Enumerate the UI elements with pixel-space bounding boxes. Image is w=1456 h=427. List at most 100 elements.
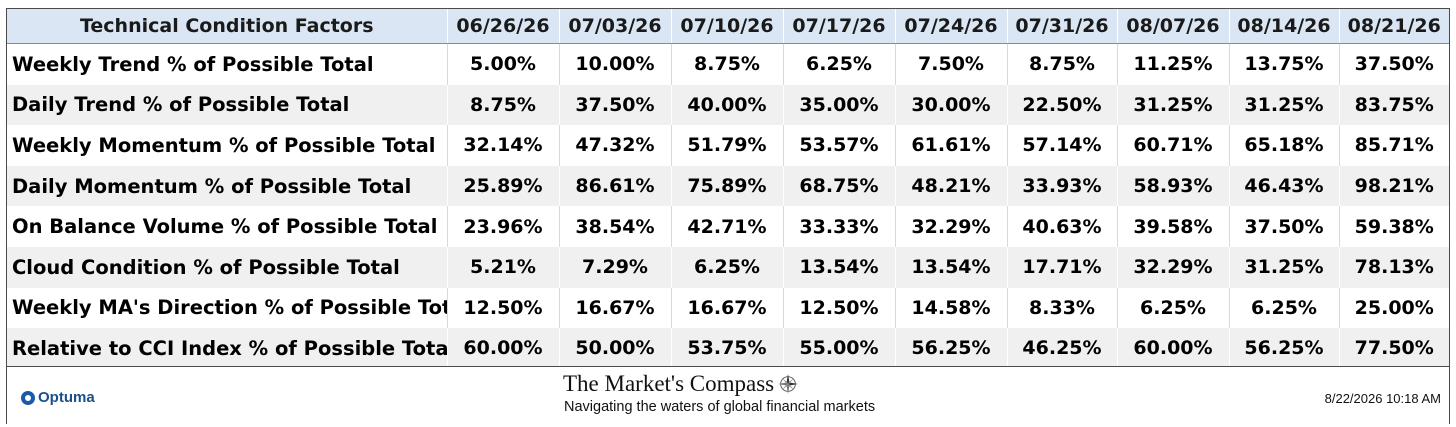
factor-value-cell: 56.25% xyxy=(1228,328,1339,369)
table-row: On Balance Volume % of Possible Total 23.… xyxy=(7,206,1449,247)
factor-label: Daily Momentum % of Possible Total xyxy=(7,165,447,207)
brand-tagline: Navigating the waters of global financia… xyxy=(564,399,876,415)
factor-value-cell: 7.29% xyxy=(558,246,671,288)
header-date: 07/03/26 xyxy=(558,9,671,44)
factor-value-cell: 6.25% xyxy=(782,43,895,85)
brand-title-line: The Market's Compass xyxy=(563,371,903,397)
factor-value-cell: 75.89% xyxy=(670,165,783,207)
header-date: 07/31/26 xyxy=(1006,9,1117,44)
factor-value-cell: 59.38% xyxy=(1338,206,1449,247)
header-date: 08/21/26 xyxy=(1338,9,1449,44)
report-timestamp: 8/22/2026 10:18 AM xyxy=(1324,391,1441,406)
factor-value-cell: 16.67% xyxy=(670,287,783,329)
factor-value-cell: 78.13% xyxy=(1338,246,1449,288)
factor-value-cell: 53.75% xyxy=(670,328,783,369)
factor-value-cell: 6.25% xyxy=(670,246,783,288)
factor-value-cell: 65.18% xyxy=(1228,125,1339,166)
factor-value-cell: 32.29% xyxy=(894,206,1007,247)
factor-value-cell: 42.71% xyxy=(670,206,783,247)
header-date: 07/10/26 xyxy=(670,9,783,44)
table-row: Weekly Trend % of Possible Total 5.00% 10.… xyxy=(7,43,1449,85)
optuma-logo-text: Optuma xyxy=(38,389,95,406)
factor-value-cell: 51.79% xyxy=(670,125,783,166)
factor-value-cell: 46.43% xyxy=(1228,165,1339,207)
factor-value-cell: 30.00% xyxy=(894,84,1007,126)
factor-value-cell: 37.50% xyxy=(1228,206,1339,247)
factor-value-cell: 7.50% xyxy=(894,43,1007,85)
factor-value-cell: 39.58% xyxy=(1116,206,1229,247)
brand-title: The Market's Compass xyxy=(563,371,775,396)
factor-value-cell: 55.00% xyxy=(782,328,895,369)
table-row: Weekly Momentum % of Possible Total 32.14… xyxy=(7,125,1449,166)
factor-value-cell: 8.75% xyxy=(670,43,783,85)
header-date: 08/07/26 xyxy=(1116,9,1229,44)
factor-value-cell: 33.93% xyxy=(1006,165,1117,207)
factor-value-cell: 85.71% xyxy=(1338,125,1449,166)
factor-value-cell: 25.89% xyxy=(446,165,559,207)
header-date: 08/14/26 xyxy=(1228,9,1339,44)
compass-rose-icon xyxy=(778,373,799,395)
table-row: Daily Momentum % of Possible Total 25.89%… xyxy=(7,165,1449,207)
table-row: Relative to CCI Index % of Possible Tota… xyxy=(7,328,1449,369)
table-row: Cloud Condition % of Possible Total 5.21%… xyxy=(7,246,1449,288)
factor-value-cell: 25.00% xyxy=(1338,287,1449,329)
factor-value-cell: 8.33% xyxy=(1006,287,1117,329)
factor-value-cell: 8.75% xyxy=(446,84,559,126)
factor-value-cell: 60.71% xyxy=(1116,125,1229,166)
factor-value-cell: 13.75% xyxy=(1228,43,1339,85)
factor-value-cell: 33.33% xyxy=(782,206,895,247)
factor-value-cell: 8.75% xyxy=(1006,43,1117,85)
factor-value-cell: 56.25% xyxy=(894,328,1007,369)
factor-value-cell: 12.50% xyxy=(446,287,559,329)
factor-value-cell: 61.61% xyxy=(894,125,1007,166)
factor-value-cell: 31.25% xyxy=(1116,84,1229,126)
factor-value-cell: 31.25% xyxy=(1228,246,1339,288)
header-date: 07/24/26 xyxy=(894,9,1007,44)
factor-value-cell: 22.50% xyxy=(1006,84,1117,126)
table-header-row: Technical Condition Factors 06/26/26 07/… xyxy=(7,9,1449,44)
factor-value-cell: 5.21% xyxy=(446,246,559,288)
factor-value-cell: 58.93% xyxy=(1116,165,1229,207)
factor-value-cell: 23.96% xyxy=(446,206,559,247)
optuma-logo-icon xyxy=(21,390,35,405)
factor-value-cell: 6.25% xyxy=(1228,287,1339,329)
factor-value-cell: 13.54% xyxy=(894,246,1007,288)
factor-value-cell: 5.00% xyxy=(446,43,559,85)
factor-value-cell: 57.14% xyxy=(1006,125,1117,166)
factor-value-cell: 32.14% xyxy=(446,125,559,166)
factor-value-cell: 16.67% xyxy=(558,287,671,329)
factor-value-cell: 38.54% xyxy=(558,206,671,247)
factor-value-cell: 6.25% xyxy=(1116,287,1229,329)
factor-label: Daily Trend % of Possible Total xyxy=(7,84,447,126)
factor-value-cell: 46.25% xyxy=(1006,328,1117,369)
factor-value-cell: 11.25% xyxy=(1116,43,1229,85)
report-frame: Technical Condition Factors 06/26/26 07/… xyxy=(6,8,1450,424)
factor-value-cell: 32.29% xyxy=(1116,246,1229,288)
technical-condition-table: Technical Condition Factors 06/26/26 07/… xyxy=(7,9,1449,369)
optuma-logo: Optuma xyxy=(21,389,95,406)
header-date: 06/26/26 xyxy=(446,9,559,44)
factor-value-cell: 83.75% xyxy=(1338,84,1449,126)
factor-value-cell: 60.00% xyxy=(446,328,559,369)
factor-label: Weekly Momentum % of Possible Total xyxy=(7,125,447,166)
factor-value-cell: 77.50% xyxy=(1338,328,1449,369)
factor-value-cell: 14.58% xyxy=(894,287,1007,329)
factor-value-cell: 40.00% xyxy=(670,84,783,126)
factor-value-cell: 50.00% xyxy=(558,328,671,369)
factor-value-cell: 10.00% xyxy=(558,43,671,85)
table-row: Weekly MA's Direction % of Possible Tota… xyxy=(7,287,1449,329)
factor-value-cell: 17.71% xyxy=(1006,246,1117,288)
table-row: Daily Trend % of Possible Total 8.75% 37.5… xyxy=(7,84,1449,126)
table-body: Weekly Trend % of Possible Total 5.00% 10.… xyxy=(7,43,1449,369)
factor-value-cell: 68.75% xyxy=(782,165,895,207)
factor-value-cell: 47.32% xyxy=(558,125,671,166)
header-factors-label: Technical Condition Factors xyxy=(7,9,447,44)
factor-value-cell: 37.50% xyxy=(558,84,671,126)
factor-value-cell: 60.00% xyxy=(1116,328,1229,369)
brand-block: The Market's Compass Navigating the wate… xyxy=(563,371,903,417)
factor-value-cell: 53.57% xyxy=(782,125,895,166)
factor-value-cell: 86.61% xyxy=(558,165,671,207)
factor-label: Weekly MA's Direction % of Possible Tota… xyxy=(7,287,447,329)
factor-label: Cloud Condition % of Possible Total xyxy=(7,246,447,288)
factor-value-cell: 13.54% xyxy=(782,246,895,288)
